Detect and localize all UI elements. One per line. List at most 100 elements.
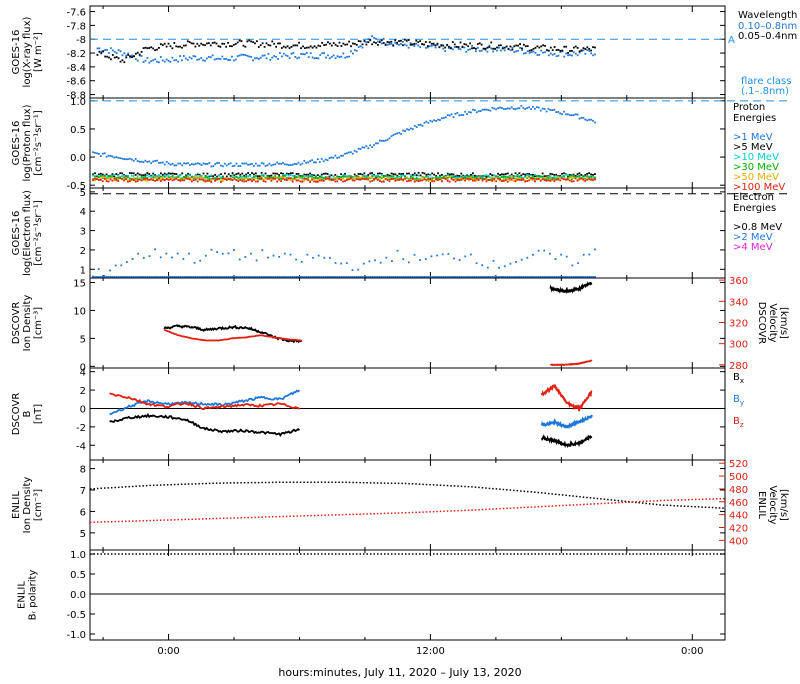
data-point: [99, 155, 102, 158]
data-point: [303, 177, 306, 180]
data-point: [175, 177, 178, 180]
data-point: [375, 178, 377, 181]
data-point: [357, 175, 360, 178]
data-point: [326, 176, 329, 179]
data-point: [444, 50, 447, 53]
data-point: [478, 42, 481, 45]
data-point: [123, 176, 125, 179]
data-point: [233, 276, 236, 278]
data-point: [231, 165, 234, 168]
data-point: [539, 175, 542, 178]
data-point: [295, 276, 298, 278]
data-point: [479, 110, 482, 112]
data-point: [301, 175, 304, 178]
data-point: [138, 54, 141, 57]
data-point: [303, 179, 306, 182]
data-point: [270, 178, 273, 181]
data-point: [307, 179, 310, 182]
right-y-tick-label: 520: [729, 459, 748, 470]
data-point: [121, 172, 124, 175]
y-tick-label: 4: [80, 207, 86, 218]
data-point: [382, 37, 385, 40]
series-line: [540, 414, 593, 429]
data-point: [565, 255, 568, 258]
data-point: [524, 52, 527, 55]
data-point: [409, 127, 412, 130]
data-point: [437, 276, 439, 278]
data-point: [277, 42, 279, 45]
data-point: [522, 178, 525, 181]
data-point: [437, 177, 439, 180]
data-point: [417, 178, 420, 181]
data-point: [518, 175, 521, 178]
data-point: [506, 178, 509, 181]
data-point: [342, 180, 344, 183]
data-point: [278, 178, 281, 181]
data-point: [322, 180, 325, 182]
data-point: [353, 179, 356, 182]
data-point: [111, 179, 114, 182]
data-point: [392, 276, 395, 278]
data-point: [456, 276, 459, 278]
legend-note: flare class: [741, 76, 791, 87]
y-tick-label: 5: [80, 188, 86, 199]
data-point: [99, 175, 102, 177]
data-point: [161, 173, 164, 176]
data-point: [509, 45, 512, 48]
data-point: [592, 276, 594, 278]
data-point: [284, 54, 287, 57]
series-5: [92, 177, 596, 183]
data-point: [425, 173, 428, 176]
data-point: [202, 178, 205, 181]
data-point: [234, 43, 237, 45]
data-point: [559, 49, 562, 52]
data-point: [123, 52, 126, 55]
data-point: [242, 44, 245, 47]
y-tick-label: -8.6: [66, 77, 86, 88]
data-point: [103, 174, 106, 177]
data-point: [209, 44, 212, 47]
data-point: [154, 49, 156, 52]
data-point: [590, 173, 592, 176]
data-point: [439, 176, 441, 179]
data-point: [309, 175, 312, 178]
data-point: [179, 55, 181, 57]
data-point: [158, 179, 160, 182]
data-point: [191, 178, 193, 181]
data-point: [154, 159, 156, 162]
data-point: [460, 172, 463, 175]
data-point: [158, 177, 160, 180]
data-point: [154, 177, 156, 179]
data-point: [274, 177, 277, 180]
data-point: [264, 176, 267, 179]
data-point: [574, 113, 577, 116]
data-point: [428, 41, 431, 44]
data-point: [291, 174, 294, 177]
data-point: [518, 107, 521, 110]
data-point: [485, 108, 488, 111]
data-point: [212, 276, 215, 278]
data-point: [578, 50, 581, 53]
data-point: [150, 162, 153, 165]
data-point: [125, 175, 127, 178]
data-point: [433, 177, 436, 179]
data-point: [371, 146, 374, 148]
data-point: [311, 174, 313, 177]
data-point: [361, 146, 364, 149]
data-point: [208, 162, 211, 164]
data-point: [572, 177, 575, 179]
data-point: [117, 174, 120, 177]
data-point: [245, 180, 248, 183]
data-point: [495, 180, 498, 183]
data-point: [411, 276, 414, 278]
data-point: [547, 175, 550, 178]
data-point: [188, 41, 191, 44]
y-tick-label: 0: [80, 404, 86, 415]
data-point: [249, 276, 251, 278]
data-point: [185, 174, 187, 177]
data-point: [578, 175, 581, 177]
data-point: [559, 276, 561, 278]
data-point: [453, 257, 455, 260]
data-point: [574, 177, 577, 180]
data-point: [548, 252, 551, 255]
